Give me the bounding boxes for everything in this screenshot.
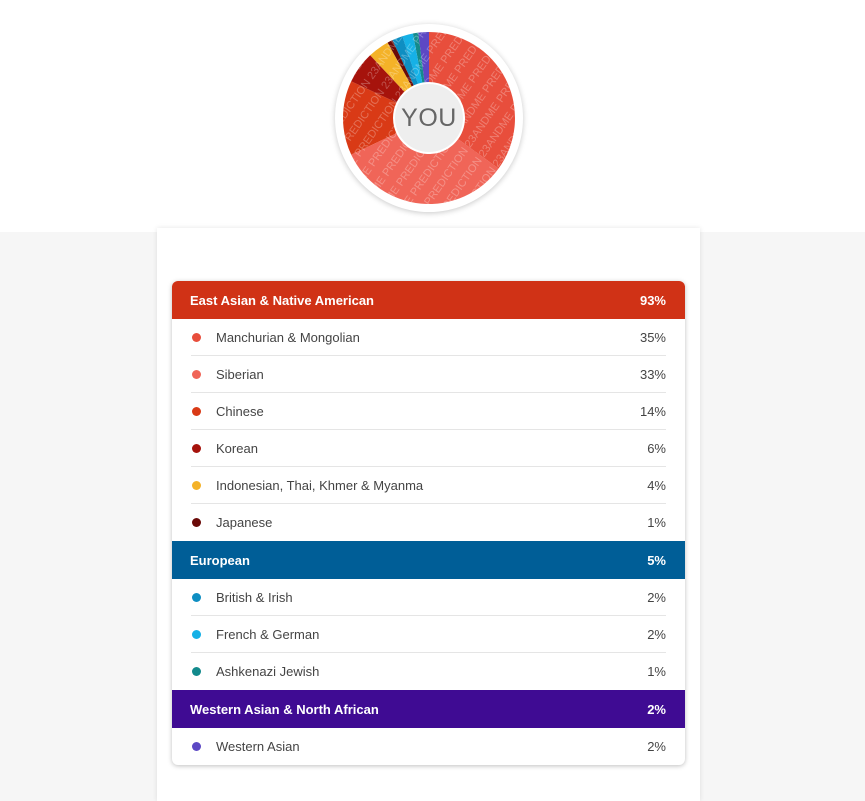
- donut-outer-slice: [343, 81, 379, 155]
- donut-inner-slice: [401, 66, 414, 87]
- ancestry-name: Western Asian: [216, 739, 300, 754]
- ancestry-row[interactable]: British & Irish 2%: [191, 579, 666, 616]
- you-label: YOU: [395, 84, 463, 152]
- ancestry-row[interactable]: Chinese 14%: [191, 393, 666, 430]
- color-dot: [192, 742, 201, 751]
- group-header[interactable]: Western Asian & North African 2%: [172, 690, 685, 728]
- ancestry-name: Siberian: [216, 366, 264, 382]
- donut-inner-slice: [377, 76, 405, 103]
- ancestry-row[interactable]: Japanese 1%: [191, 504, 666, 541]
- ancestry-card: East Asian & Native American 93% Manchuria…: [157, 228, 700, 801]
- ancestry-row[interactable]: Indonesian, Thai, Khmer & Myanma 4%: [191, 467, 666, 504]
- donut-outer-slice: [412, 32, 422, 63]
- donut-outer-slice: [392, 36, 412, 68]
- ancestry-donut-chart: 23ANDME PREDICTION 23ANDME PREDICTION 23…: [335, 24, 523, 212]
- ancestry-percent: 2%: [647, 589, 666, 605]
- donut-inner-slice: [411, 62, 423, 84]
- ancestry-table: East Asian & Native American 93% Manchuria…: [172, 281, 685, 765]
- ancestry-name: Manchurian & Mongolian: [216, 329, 360, 345]
- ancestry-percent: 4%: [647, 477, 666, 493]
- donut-outer-slice: [402, 33, 419, 65]
- ancestry-name: Indonesian, Thai, Khmer & Myanma: [216, 477, 424, 493]
- ancestry-row[interactable]: Ashkenazi Jewish 1%: [191, 653, 666, 690]
- donut-outer-slice: [418, 32, 429, 63]
- color-dot: [192, 369, 201, 379]
- group-percent: 2%: [647, 701, 666, 717]
- donut-inner-slice: [429, 61, 486, 152]
- color-dot: [192, 443, 201, 453]
- donut-inner-slice: [404, 63, 418, 86]
- donut-inner-slice: [418, 61, 425, 83]
- ancestry-percent: 2%: [647, 739, 666, 754]
- color-dot: [192, 629, 201, 639]
- donut-outer-slice: [370, 42, 403, 78]
- ancestry-row[interactable]: Siberian 33%: [191, 356, 666, 393]
- ancestry-percent: 2%: [647, 626, 666, 642]
- ancestry-percent: 35%: [639, 329, 666, 345]
- group-percent: 5%: [647, 552, 666, 568]
- color-dot: [192, 518, 201, 527]
- donut-outer-slice: [351, 55, 391, 95]
- ancestry-name: Chinese: [216, 403, 264, 419]
- donut-inner-slice: [389, 68, 412, 92]
- ancestry-percent: 1%: [647, 664, 666, 679]
- ancestry-row[interactable]: Korean 6%: [191, 430, 666, 467]
- donut-inner-slice: [421, 61, 429, 83]
- color-dot: [192, 406, 201, 416]
- ancestry-row[interactable]: French & German 2%: [191, 616, 666, 653]
- donut-inner-slice: [372, 93, 397, 143]
- ancestry-name: British & Irish: [216, 589, 293, 605]
- group-name: European: [190, 552, 250, 568]
- ancestry-percent: 14%: [639, 403, 666, 419]
- ancestry-name: Korean: [216, 440, 258, 456]
- ancestry-name: Ashkenazi Jewish: [216, 664, 320, 679]
- color-dot: [192, 592, 201, 602]
- color-dot: [192, 667, 201, 676]
- donut-outer-slice: [387, 40, 406, 69]
- color-dot: [192, 332, 201, 342]
- ancestry-percent: 33%: [639, 366, 666, 382]
- ancestry-row[interactable]: Western Asian 2%: [191, 728, 666, 765]
- donut-inner-slice: [377, 133, 476, 176]
- group-name: East Asian & Native American: [190, 292, 374, 308]
- group-percent: 93%: [639, 292, 666, 308]
- donut-svg: 23ANDME PREDICTION 23ANDME PREDICTION 23…: [343, 32, 515, 204]
- color-dot: [192, 480, 201, 490]
- ancestry-name: French & German: [216, 626, 320, 642]
- ancestry-row[interactable]: Manchurian & Mongolian 35%: [191, 319, 666, 356]
- ancestry-name: Japanese: [216, 515, 273, 530]
- ancestry-percent: 1%: [647, 515, 666, 530]
- ancestry-percent: 6%: [647, 440, 666, 456]
- group-header[interactable]: European 5%: [172, 541, 685, 579]
- inner-ring: [372, 61, 486, 176]
- group-name: Western Asian & North African: [190, 701, 379, 717]
- group-header[interactable]: East Asian & Native American 93%: [172, 281, 685, 319]
